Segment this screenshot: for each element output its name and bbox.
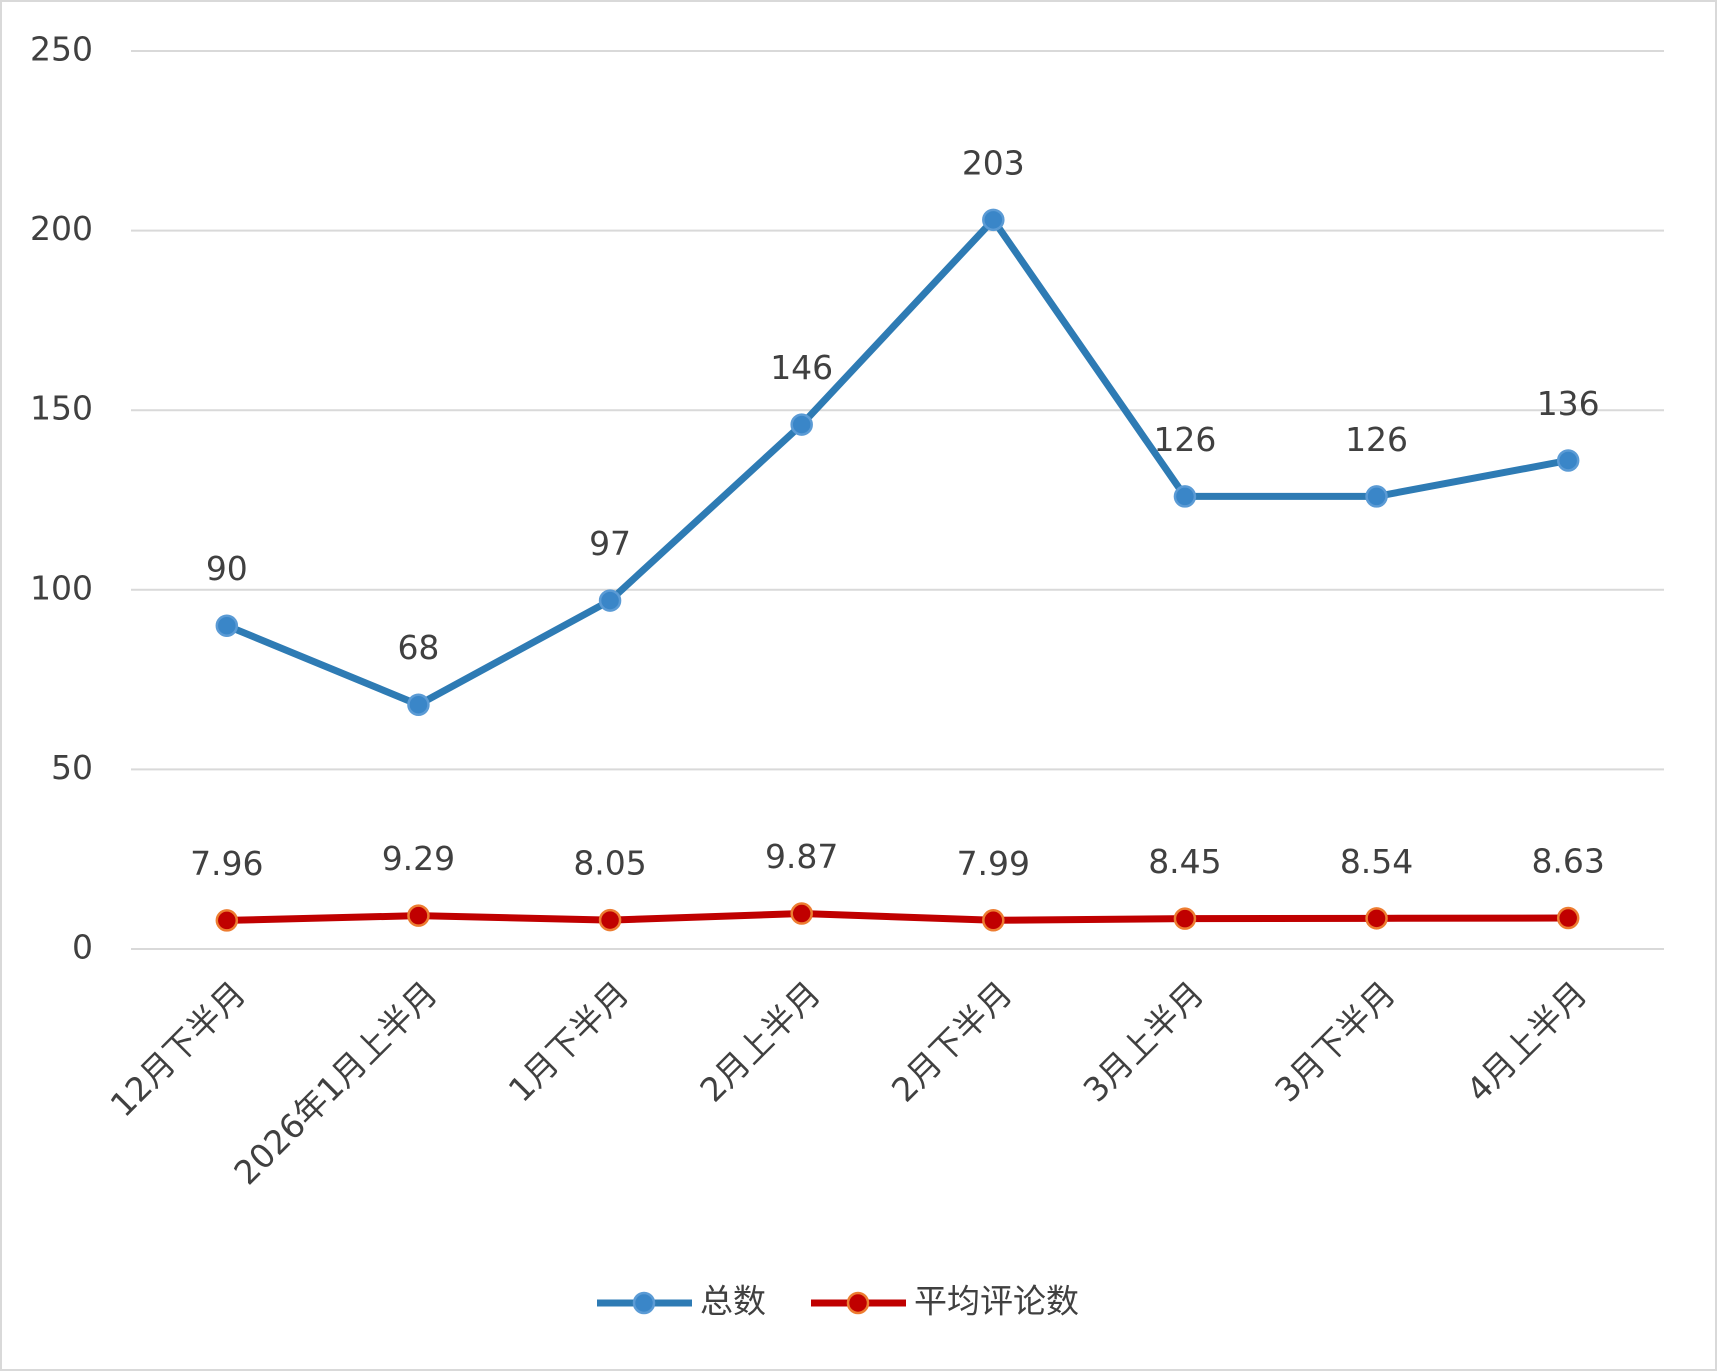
y-tick-label: 0: [72, 928, 93, 967]
point-marker: [598, 589, 622, 612]
y-tick-label: 250: [30, 30, 93, 69]
data-label: 8.05: [573, 844, 646, 883]
point-marker: [1556, 906, 1580, 930]
data-label: 90: [206, 549, 248, 588]
point-marker: [1365, 485, 1388, 508]
data-label: 8.45: [1148, 842, 1221, 881]
data-label: 126: [1345, 420, 1408, 459]
legend-marker: [632, 1291, 656, 1315]
point-marker: [1173, 907, 1197, 930]
point-marker: [1173, 485, 1197, 508]
point-marker: [407, 693, 430, 716]
data-label: 9.87: [765, 837, 838, 876]
point-marker: [790, 902, 813, 925]
data-label: 9.29: [382, 839, 455, 878]
y-tick-label: 200: [30, 209, 93, 248]
series-line: [226, 910, 1569, 924]
data-label: 8.63: [1531, 842, 1604, 881]
data-label: 146: [770, 348, 833, 387]
y-tick-label: 150: [30, 389, 93, 428]
point-marker: [982, 208, 1005, 232]
point-marker: [215, 614, 239, 637]
data-label: 7.96: [190, 844, 263, 883]
point-marker: [1365, 907, 1388, 930]
point-marker: [215, 909, 239, 932]
point-marker: [790, 413, 813, 436]
legend-label: 平均评论数: [914, 1282, 1079, 1321]
data-label: 126: [1153, 420, 1216, 459]
point-marker: [1556, 449, 1580, 472]
legend-label: 总数: [700, 1282, 766, 1321]
data-label: 203: [962, 143, 1025, 182]
y-tick-label: 100: [30, 568, 93, 607]
legend-marker: [846, 1291, 870, 1315]
data-label: 136: [1537, 384, 1600, 423]
point-marker: [598, 908, 622, 932]
data-label: 7.99: [957, 844, 1030, 883]
point-marker: [982, 909, 1005, 932]
data-label: 68: [397, 628, 439, 667]
point-marker: [407, 904, 430, 927]
series-line: [225, 216, 1569, 709]
y-tick-label: 50: [51, 748, 93, 787]
data-label: 8.54: [1340, 842, 1413, 881]
data-label: 97: [589, 524, 631, 563]
